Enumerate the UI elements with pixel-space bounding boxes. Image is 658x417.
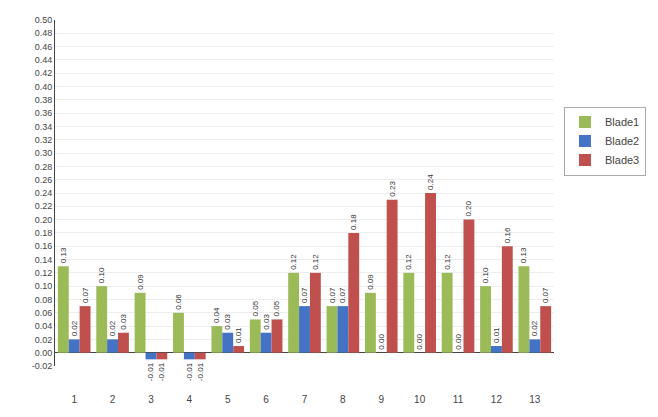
svg-text:0.05: 0.05 [272,300,281,316]
svg-text:0.08: 0.08 [35,295,53,305]
svg-text:-0.01: -0.01 [185,362,194,381]
svg-text:0.48: 0.48 [35,28,53,38]
svg-text:0.20: 0.20 [464,200,473,216]
svg-text:0.42: 0.42 [35,68,53,78]
svg-text:0.00: 0.00 [415,334,424,350]
svg-text:0.00: 0.00 [454,334,463,350]
svg-text:0.04: 0.04 [35,321,53,331]
svg-text:-0.01: -0.01 [157,362,166,381]
svg-text:0.30: 0.30 [35,148,53,158]
svg-text:0.03: 0.03 [262,314,271,330]
svg-text:0.07: 0.07 [328,287,337,303]
svg-text:0.44: 0.44 [35,55,53,65]
svg-text:4: 4 [187,394,193,405]
svg-text:13: 13 [529,394,541,405]
svg-text:Blade3: Blade3 [605,154,639,166]
svg-text:0.13: 0.13 [59,247,68,263]
svg-text:-0.01: -0.01 [196,362,205,381]
svg-text:0.38: 0.38 [35,95,53,105]
svg-text:11: 11 [453,394,464,405]
svg-text:0.12: 0.12 [404,254,413,270]
svg-text:0.12: 0.12 [311,254,320,270]
svg-text:0.07: 0.07 [541,287,550,303]
svg-text:10: 10 [414,394,426,405]
svg-text:Blade1: Blade1 [605,116,639,128]
svg-text:0.09: 0.09 [136,274,145,290]
svg-text:8: 8 [340,394,346,405]
svg-text:12: 12 [491,394,503,405]
svg-text:-0.02: -0.02 [32,361,53,371]
svg-text:0.02: 0.02 [108,320,117,336]
svg-text:5: 5 [225,394,231,405]
svg-text:0.16: 0.16 [35,241,53,251]
svg-text:0.36: 0.36 [35,108,53,118]
svg-text:0.12: 0.12 [289,254,298,270]
svg-text:Blade2: Blade2 [605,135,639,147]
svg-text:0.34: 0.34 [35,122,53,132]
svg-text:0.07: 0.07 [300,287,309,303]
svg-text:0.10: 0.10 [35,281,53,291]
svg-text:2: 2 [110,394,116,405]
svg-text:0.03: 0.03 [223,314,232,330]
svg-text:0.18: 0.18 [349,214,358,230]
svg-text:0.07: 0.07 [81,287,90,303]
svg-text:0.26: 0.26 [35,175,53,185]
svg-text:0.12: 0.12 [443,254,452,270]
svg-text:0.10: 0.10 [97,267,106,283]
svg-text:0.06: 0.06 [35,308,53,318]
svg-text:0.02: 0.02 [530,320,539,336]
svg-text:0.00: 0.00 [377,334,386,350]
svg-text:0.46: 0.46 [35,42,53,52]
svg-text:0.06: 0.06 [174,294,183,310]
svg-text:0.20: 0.20 [35,215,53,225]
svg-text:0.02: 0.02 [70,320,79,336]
svg-text:3: 3 [148,394,154,405]
svg-text:0.22: 0.22 [35,201,53,211]
svg-text:6: 6 [263,394,269,405]
svg-text:0.23: 0.23 [388,181,397,197]
svg-text:7: 7 [302,394,308,405]
svg-text:0.01: 0.01 [234,327,243,343]
svg-text:0.14: 0.14 [35,255,53,265]
svg-text:0.12: 0.12 [35,268,53,278]
svg-text:0.16: 0.16 [503,227,512,243]
svg-text:0.04: 0.04 [212,307,221,323]
svg-text:0.24: 0.24 [426,174,435,190]
svg-text:0.02: 0.02 [35,335,53,345]
svg-text:9: 9 [378,394,384,405]
svg-text:0.01: 0.01 [492,327,501,343]
svg-text:0.05: 0.05 [251,300,260,316]
svg-text:0.28: 0.28 [35,162,53,172]
svg-text:0.09: 0.09 [366,274,375,290]
svg-text:0.00: 0.00 [35,348,53,358]
svg-text:0.24: 0.24 [35,188,53,198]
svg-text:0.50: 0.50 [35,15,53,25]
svg-text:0.18: 0.18 [35,228,53,238]
svg-text:0.40: 0.40 [35,82,53,92]
svg-text:0.03: 0.03 [119,314,128,330]
svg-text:0.13: 0.13 [519,247,528,263]
svg-text:-0.01: -0.01 [146,362,155,381]
svg-text:0.07: 0.07 [338,287,347,303]
svg-text:1: 1 [71,394,77,405]
svg-text:0.10: 0.10 [481,267,490,283]
svg-text:0.32: 0.32 [35,135,53,145]
